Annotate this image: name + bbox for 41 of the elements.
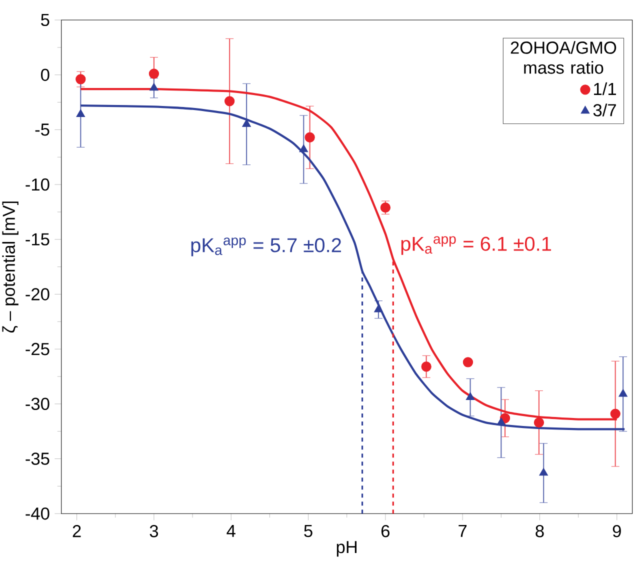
legend-label: 3/7 bbox=[593, 103, 616, 116]
point bbox=[374, 304, 383, 312]
point bbox=[299, 144, 308, 152]
point bbox=[539, 468, 548, 476]
point bbox=[76, 109, 86, 117]
ref-line-label: pK$_{a}$$^{app}$ = 5.7 ±0.2 bbox=[191, 237, 341, 256]
x-tick-label: 2 bbox=[72, 524, 81, 537]
x-tick-label: 8 bbox=[536, 524, 544, 538]
y-tick-label: -15 bbox=[26, 233, 50, 246]
point bbox=[610, 408, 620, 419]
ref-line-label: pK$_{a}$$^{app}$ = 6.1 ±0.1 bbox=[401, 236, 552, 255]
point bbox=[534, 417, 544, 428]
y-tick-label: -25 bbox=[26, 342, 50, 356]
y-tick-label: -35 bbox=[26, 452, 50, 465]
point bbox=[148, 68, 160, 79]
x-tick-label: 6 bbox=[381, 524, 390, 538]
y-tick-label: -5 bbox=[35, 124, 50, 136]
y-tick-label: -10 bbox=[26, 178, 50, 191]
point bbox=[224, 96, 235, 106]
point bbox=[421, 361, 432, 372]
x-tick-label: 3 bbox=[150, 524, 158, 538]
y-tick-label: 0 bbox=[41, 68, 50, 81]
legend-label: 1/1 bbox=[594, 82, 616, 95]
legend-title: 2OHOA/GMO mass ratio bbox=[510, 40, 616, 74]
y-tick-label: -30 bbox=[26, 398, 50, 410]
x-tick-label: 4 bbox=[226, 524, 236, 537]
y-tick-label: -40 bbox=[26, 507, 50, 520]
x-tick-label: 7 bbox=[458, 524, 467, 537]
point bbox=[462, 357, 474, 368]
point bbox=[466, 392, 475, 400]
point bbox=[150, 82, 158, 91]
x-tick-label: 5 bbox=[304, 524, 312, 537]
x-tick-label: 9 bbox=[612, 524, 621, 538]
y-tick-label: -20 bbox=[26, 288, 50, 300]
point bbox=[496, 417, 506, 426]
point bbox=[618, 388, 628, 397]
point bbox=[304, 132, 315, 142]
y-tick-label: 5 bbox=[41, 14, 50, 26]
point bbox=[76, 74, 86, 84]
y-axis-title: ζ – potential [mV] bbox=[2, 201, 18, 332]
x-axis-title: pH bbox=[336, 540, 357, 556]
